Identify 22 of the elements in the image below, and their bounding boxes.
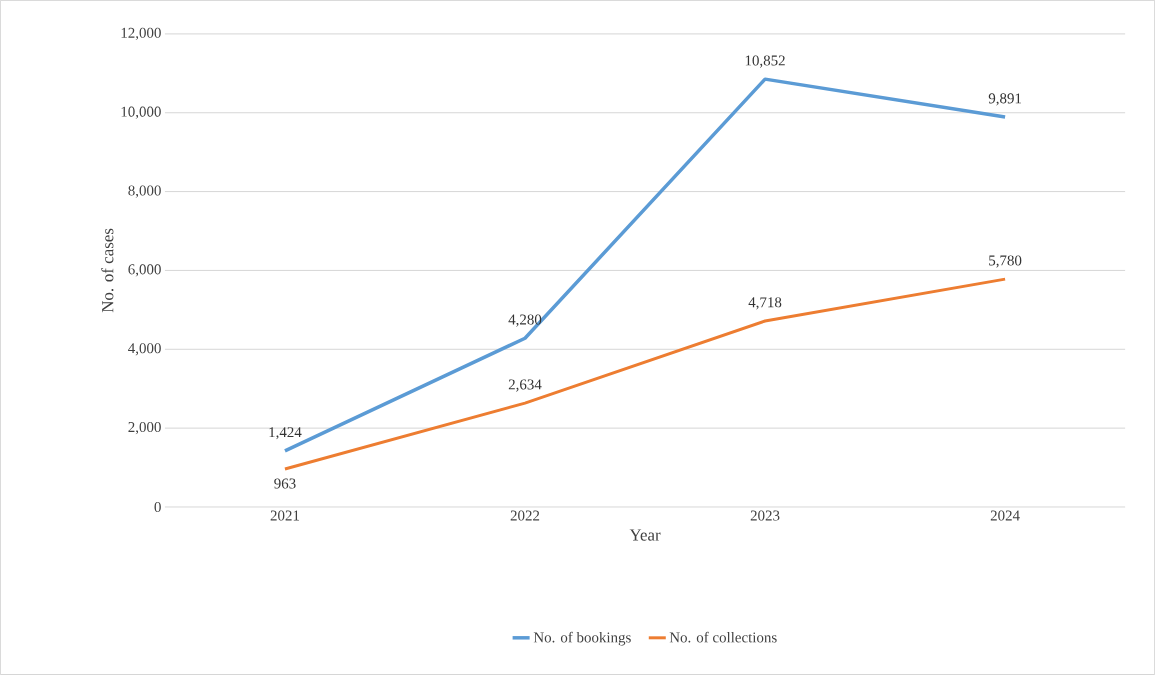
data-label: 4,718 [748,297,782,310]
legend-label: No. of collections [669,631,777,643]
data-label: 10,852 [745,55,785,68]
data-label: 5,780 [989,255,1022,268]
y-tick-label: 4,000 [128,343,161,356]
y-axis-title: No. of cases [101,228,114,313]
data-label: 9,891 [988,93,1022,106]
data-label: 2,634 [508,379,542,392]
x-tick-label: 2024 [990,510,1020,521]
y-tick-label: 10,000 [121,106,161,119]
x-tick-label: 2023 [750,510,780,521]
data-label: 963 [274,478,296,489]
y-tick-label: 12,000 [121,27,161,41]
x-tick-label: 2021 [270,510,300,521]
x-axis-title: Year [629,529,661,541]
x-tick-label: 2022 [510,510,540,521]
y-tick-label: 8,000 [128,185,161,198]
y-tick-label: 2,000 [128,422,161,435]
y-tick-label: 0 [154,501,161,513]
legend-label: No. of bookings [533,631,631,646]
y-tick-label: 6,000 [128,264,161,277]
data-label: 1,424 [269,427,302,440]
